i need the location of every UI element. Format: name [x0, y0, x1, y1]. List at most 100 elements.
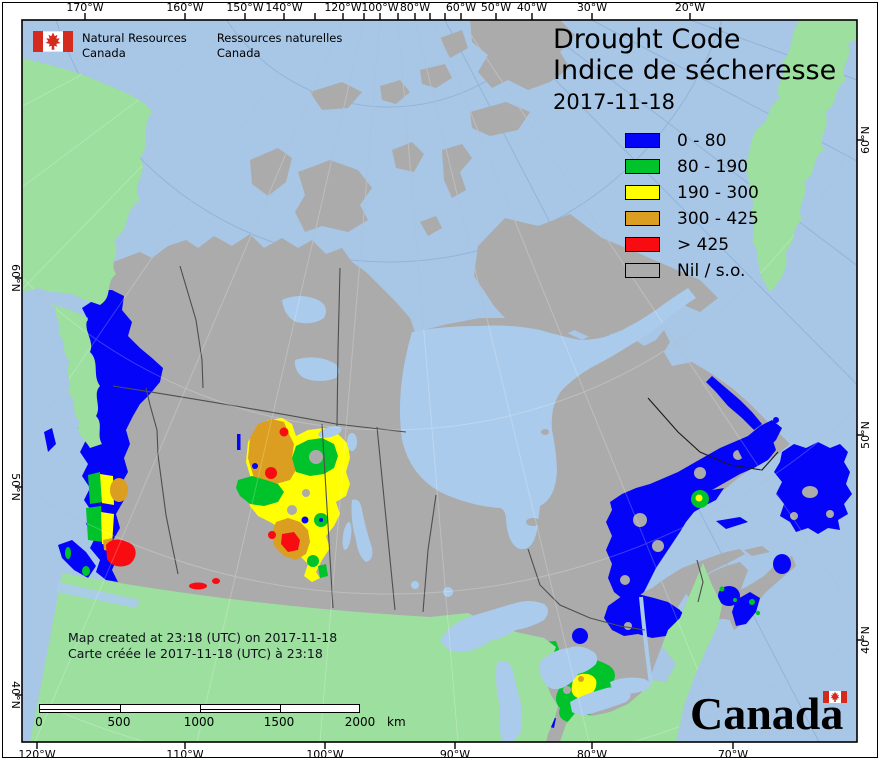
credit-en: Map created at 23:18 (UTC) on 2017-11-18 — [68, 630, 338, 645]
lon-label: 50°W — [481, 1, 511, 14]
lon-label: 150°W — [226, 1, 263, 14]
haida-gwaii — [44, 428, 56, 452]
wordmark-flag-icon — [823, 691, 847, 703]
canada-wordmark: Canada — [690, 686, 870, 739]
coordinate-labels: 170°W 160°W 150°W 140°W 120°W 100°W 80°W… — [9, 1, 872, 760]
legend-row: 80 - 190 — [625, 156, 759, 177]
legend-row: > 425 — [625, 234, 759, 255]
greenland — [744, 20, 857, 292]
akimiski-island — [526, 518, 540, 526]
legend-row: 190 - 300 — [625, 182, 759, 203]
map-frame — [21, 19, 858, 743]
legend-row: 0 - 80 — [625, 130, 759, 151]
banks-island — [250, 148, 292, 196]
lon-label: 170°W — [66, 1, 103, 14]
lon-label: 70°W — [718, 748, 748, 760]
anticosti-island — [716, 517, 748, 529]
legend-swatch — [625, 185, 660, 200]
lon-label: 100°W — [361, 1, 398, 14]
legend-label: > 425 — [677, 234, 730, 255]
lat-label: 50°N — [859, 421, 872, 449]
lon-label: 60°W — [446, 1, 476, 14]
lat-label: 40°N — [9, 681, 22, 709]
title-fr: Indice de sécheresse — [553, 55, 837, 86]
credit-fr: Carte créée le 2017-11-18 (UTC) à 23:18 — [68, 646, 323, 661]
nrcan-fr-line2: Canada — [216, 46, 261, 60]
lon-label: 20°W — [675, 1, 705, 14]
legend-row: 300 - 425 — [625, 208, 759, 229]
lake-erie — [570, 687, 631, 715]
juan-de-fuca — [56, 582, 140, 608]
quebec-blue — [606, 430, 776, 600]
legend-swatch — [625, 159, 660, 174]
legend: 0 - 80 80 - 190 190 - 300 300 - 425 > 42… — [625, 130, 759, 289]
lake-huron — [539, 646, 598, 690]
qc-nl-border — [647, 397, 779, 471]
legend-label: 300 - 425 — [677, 208, 759, 229]
province-borders — [112, 265, 779, 631]
lon-label: 110°W — [166, 748, 203, 760]
graticule-ticks — [15, 13, 864, 749]
scale-bar: 0 500 1000 1500 2000 km — [35, 704, 406, 729]
ab-sk-border — [321, 423, 334, 609]
legend-label: 80 - 190 — [677, 156, 749, 177]
lake-ontario — [610, 677, 651, 694]
wordmark-text: Canada — [690, 688, 844, 739]
legend-swatch — [625, 237, 660, 252]
lake-athabasca — [318, 426, 342, 438]
map-credit: Map created at 23:18 (UTC) on 2017-11-18… — [68, 630, 337, 662]
bc-red-zone — [106, 539, 136, 567]
legend-swatch — [625, 263, 660, 278]
lon-label: 120°W — [324, 1, 361, 14]
lat-label: 60°N — [859, 126, 872, 154]
scale-label: 2000 — [344, 715, 376, 729]
lon-label: 80°W — [577, 748, 607, 760]
scale-bar-graphic — [39, 704, 360, 713]
legend-swatch — [625, 133, 660, 148]
usa-east — [560, 563, 722, 742]
lake-winnipeg — [351, 499, 373, 562]
lon-label: 80°W — [400, 1, 430, 14]
legend-label: 190 - 300 — [677, 182, 759, 203]
nwt-nu-border — [336, 267, 341, 427]
ellesmere-island — [470, 20, 575, 90]
legend-label: 0 - 80 — [677, 130, 727, 151]
hudson-bay — [399, 288, 696, 550]
labrador-coast-blue — [706, 376, 762, 430]
scale-label: 500 — [107, 715, 131, 729]
drought-regions — [44, 290, 852, 728]
victoria-island — [295, 160, 372, 232]
lake-superior — [440, 601, 548, 653]
60n-border — [112, 385, 407, 433]
lon-label: 120°W — [18, 748, 55, 760]
usa-west — [30, 573, 558, 742]
canada-flag-icon — [33, 31, 73, 52]
lon-label: 100°W — [306, 748, 343, 760]
lat-label: 50°N — [9, 473, 22, 501]
alaska — [22, 58, 152, 305]
title-en: Drought Code — [553, 24, 741, 55]
foreign-land — [22, 20, 857, 742]
nrcan-signature: Natural Resources Canada Ressources natu… — [33, 31, 342, 61]
nrcan-en-line2: Canada — [82, 46, 126, 60]
nrcan-fr: Ressources naturelles Canada — [217, 31, 343, 61]
on-qc-border — [527, 548, 646, 631]
lon-label: 90°W — [440, 748, 470, 760]
legend-label: Nil / s.o. — [677, 260, 746, 281]
nrcan-en-line1: Natural Resources — [82, 31, 187, 45]
lon-label: 30°W — [577, 1, 607, 14]
legend-swatch — [625, 211, 660, 226]
great-slave-lake — [294, 357, 340, 381]
lake-michigan — [496, 660, 522, 742]
scale-bar-labels: 0 500 1000 1500 2000 km — [35, 715, 405, 729]
nb-me-border — [696, 559, 704, 603]
title-date: 2017-11-18 — [553, 90, 676, 114]
alaska-panhandle — [48, 302, 102, 448]
great-bear-lake — [282, 296, 326, 324]
mb-on-border — [422, 494, 437, 613]
map-title: Drought Code Indice de sécheresse 2017-1… — [553, 24, 836, 115]
baffin-island — [474, 214, 718, 344]
